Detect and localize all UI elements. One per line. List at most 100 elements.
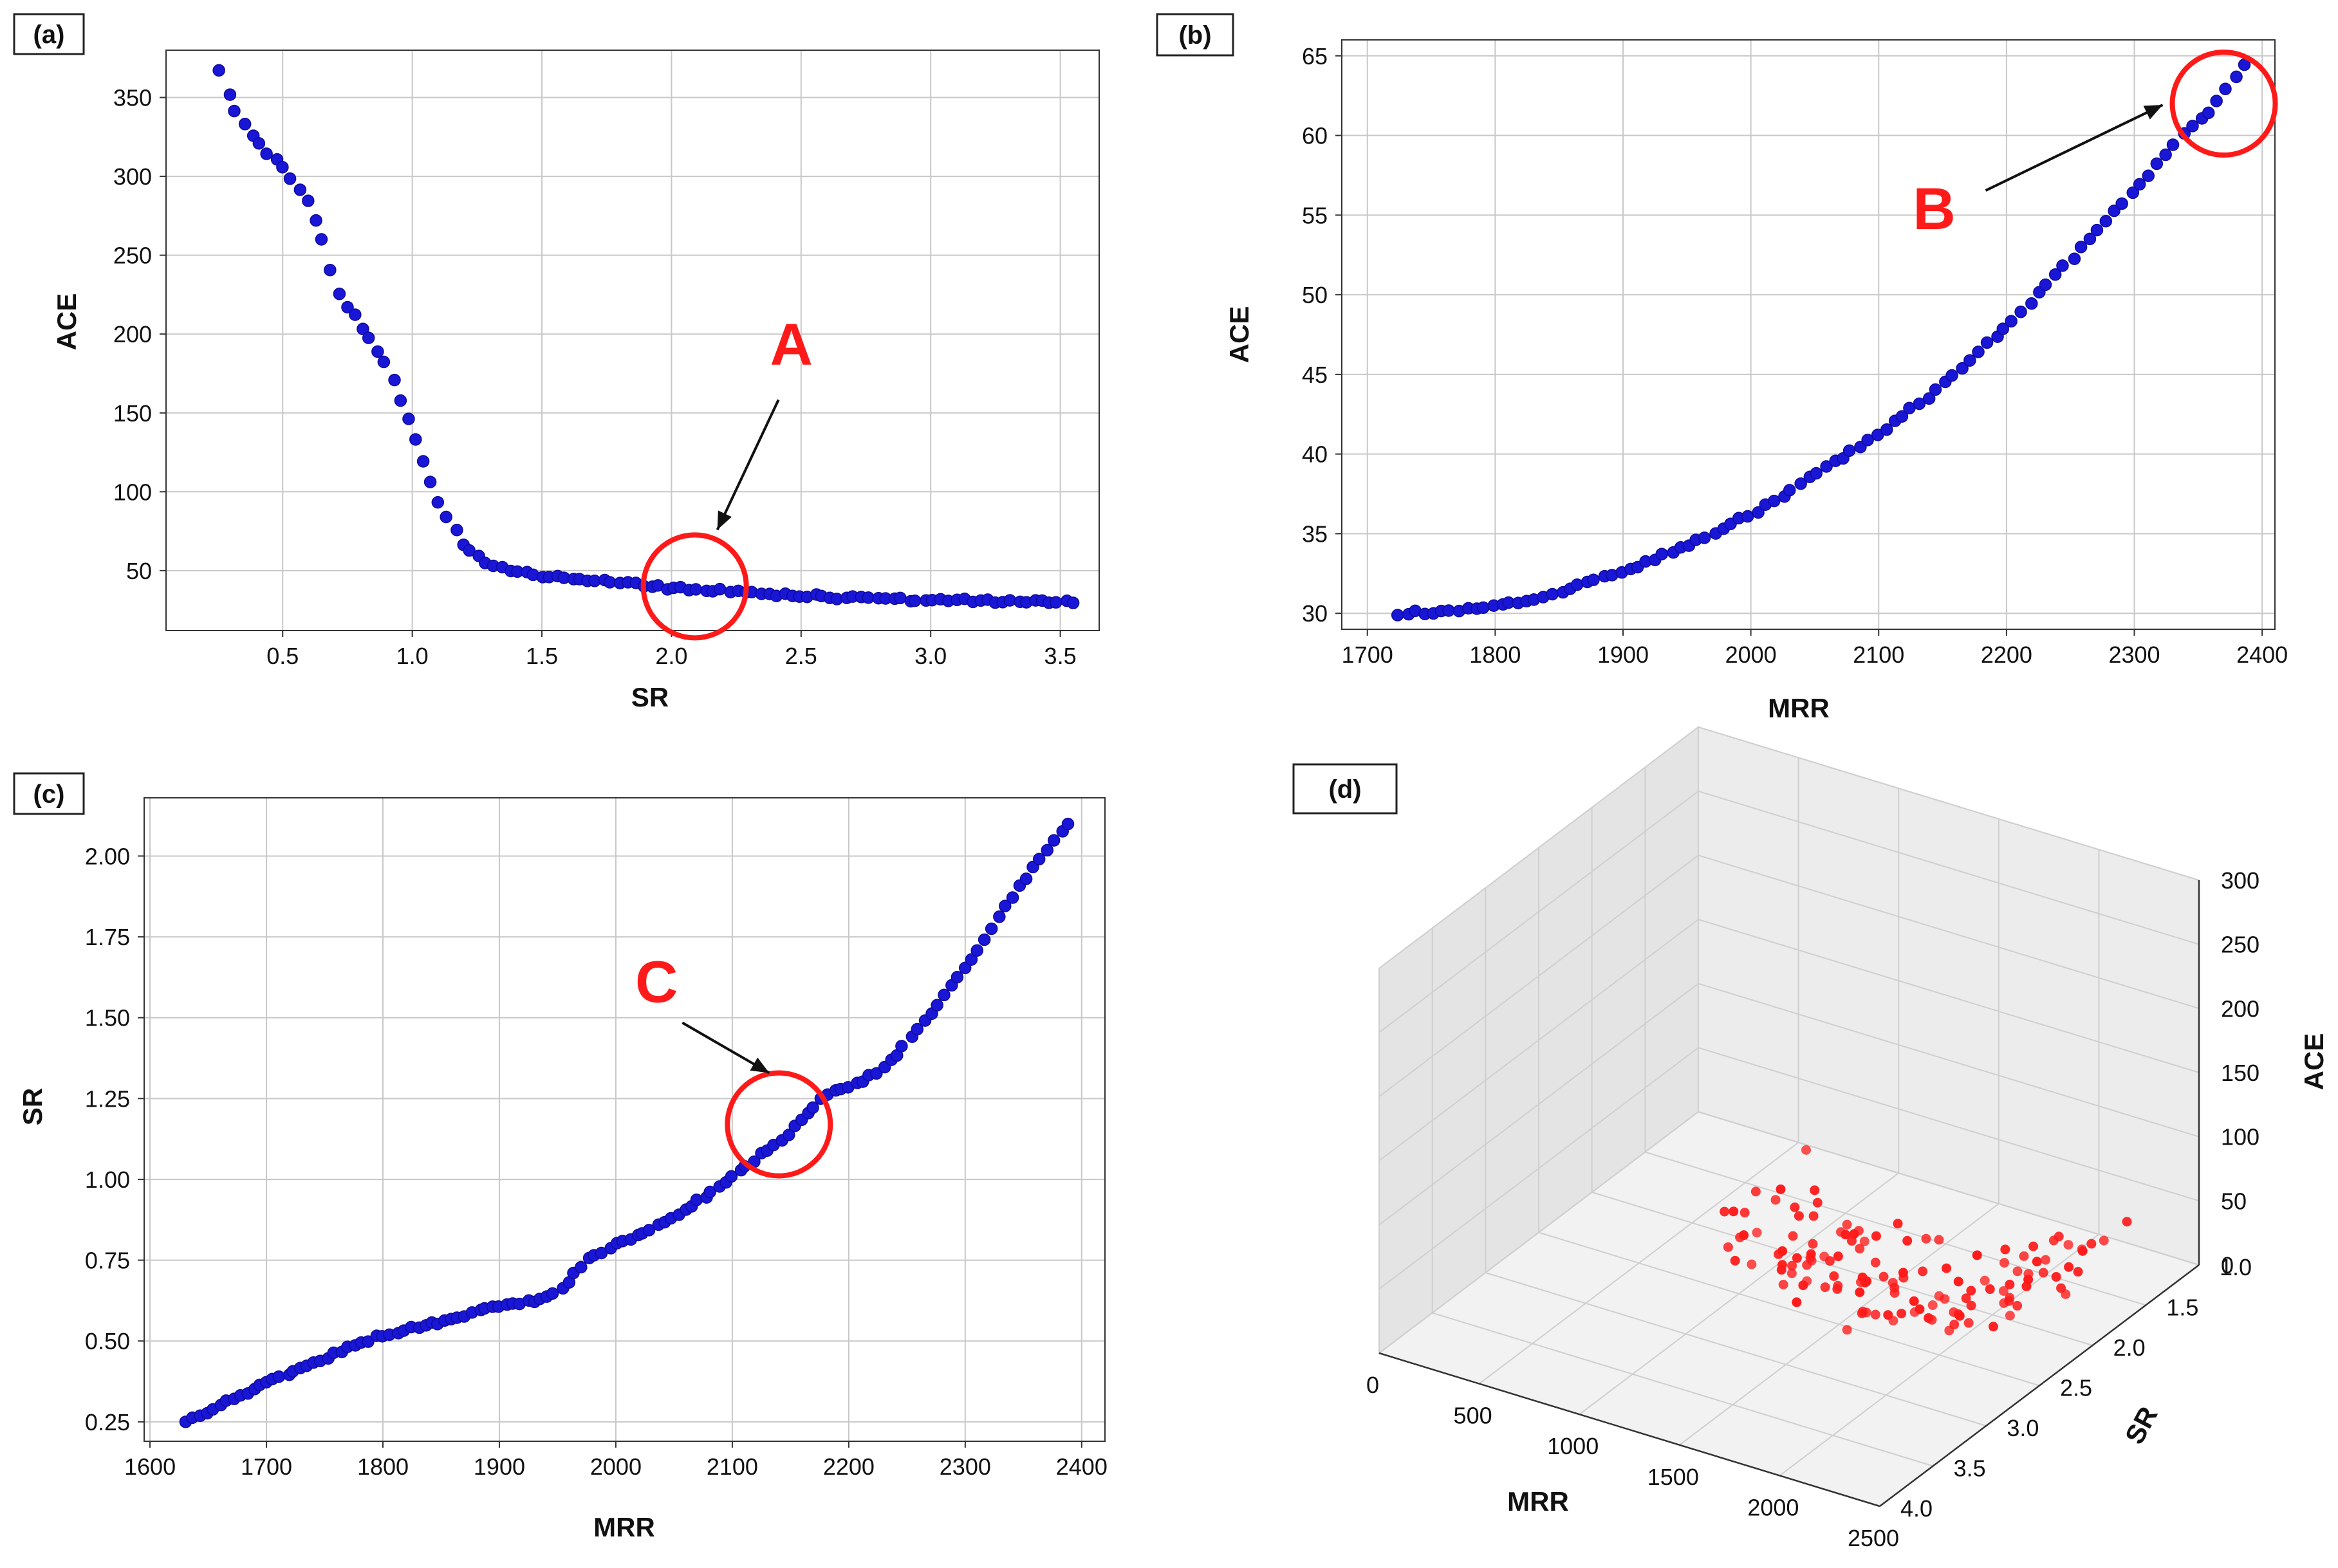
data-point xyxy=(2073,1267,2083,1277)
data-point xyxy=(1913,397,1926,410)
y-axis-line xyxy=(1879,1264,2200,1507)
y-tick-label: 350 xyxy=(113,85,152,111)
panel-label-b: (b) xyxy=(1178,21,1211,50)
annotation-label: A xyxy=(770,311,812,377)
annotation-circle xyxy=(725,1070,833,1179)
data-point xyxy=(703,1185,716,1199)
data-point xyxy=(1897,1308,1907,1318)
x-tick-label: 1000 xyxy=(1547,1433,1599,1459)
x-tick-label: 2100 xyxy=(707,1453,758,1480)
data-point xyxy=(978,933,991,946)
x-tick-label: 2400 xyxy=(2236,641,2288,668)
data-point xyxy=(1787,1260,1797,1271)
data-point xyxy=(1880,423,1893,436)
y-tick-label: 250 xyxy=(113,243,152,269)
data-point xyxy=(1883,1310,1893,1320)
data-point xyxy=(1794,477,1807,490)
data-point xyxy=(1929,383,1942,396)
data-point xyxy=(2133,178,2146,191)
z-tick-label: 0 xyxy=(2221,1252,2234,1278)
data-point xyxy=(1570,578,1584,591)
annotation-label: B xyxy=(1913,176,1955,242)
x-tick-label: 1800 xyxy=(357,1453,409,1480)
annotation-arrow-head xyxy=(717,510,732,530)
data-point xyxy=(1730,1255,1740,1266)
y-tick-label: 50 xyxy=(1302,282,1328,308)
data-point xyxy=(1066,596,1080,609)
annotation-arrow-line xyxy=(1985,104,2164,192)
data-point xyxy=(1918,1266,1928,1277)
data-point xyxy=(362,331,375,344)
data-point xyxy=(1956,362,1969,375)
data-point xyxy=(1720,1206,1730,1217)
back-gridline xyxy=(1698,726,2200,881)
data-point xyxy=(2086,1239,2097,1249)
data-point xyxy=(1729,1206,1739,1217)
data-point xyxy=(1980,1275,1990,1286)
data-point xyxy=(1801,1145,1812,1155)
data-point xyxy=(938,988,951,1002)
x-tick-label: 2000 xyxy=(1725,641,1777,668)
back-gridline xyxy=(1698,919,2200,1073)
data-point xyxy=(2054,1231,2064,1242)
data-point xyxy=(908,595,922,607)
x-tick-label: 1.5 xyxy=(526,643,558,669)
data-point xyxy=(252,137,266,150)
data-point xyxy=(2099,1235,2109,1246)
y-tick-label: 0.25 xyxy=(85,1409,130,1435)
data-point xyxy=(1999,1258,2009,1268)
x-tick-label: 2400 xyxy=(1056,1453,1108,1480)
data-point xyxy=(782,1129,795,1141)
x-tick-label: 500 xyxy=(1454,1403,1492,1429)
annotation-arrow-head xyxy=(2143,105,2163,120)
x-tick-label: 1700 xyxy=(1342,641,1393,668)
y-tick-label: 45 xyxy=(1302,362,1328,388)
data-point xyxy=(1953,1277,1963,1287)
data-point xyxy=(2025,297,2038,310)
data-point xyxy=(1833,1251,1843,1262)
data-point xyxy=(1934,1291,1944,1301)
panel-label-d-box xyxy=(1292,763,1398,815)
data-point xyxy=(1783,484,1796,497)
side-gridline xyxy=(1378,919,1699,1161)
data-point xyxy=(1477,601,1490,614)
data-point xyxy=(1741,510,1754,523)
data-point xyxy=(1855,1244,1865,1254)
y-tick-label: 4.0 xyxy=(1900,1495,1933,1522)
data-point xyxy=(416,455,430,468)
z-axis-label: ACE xyxy=(2299,1033,2329,1091)
data-point xyxy=(1774,1249,1784,1259)
y-tick-label: 3.0 xyxy=(2007,1415,2039,1441)
data-point xyxy=(377,355,391,369)
data-point xyxy=(1842,444,1856,457)
data-point xyxy=(1752,506,1765,519)
side-gridline xyxy=(1378,1111,1699,1354)
data-point xyxy=(2063,1240,2074,1250)
data-point xyxy=(310,214,322,227)
data-point xyxy=(2019,1251,2029,1261)
data-point xyxy=(1808,1239,1818,1249)
data-point xyxy=(1966,1286,1976,1296)
data-point xyxy=(1895,410,1909,423)
back-gridline xyxy=(1698,1047,2200,1202)
data-point xyxy=(958,961,972,975)
data-point xyxy=(575,1260,588,1274)
data-point xyxy=(371,345,384,358)
data-point xyxy=(402,412,415,425)
data-point xyxy=(2032,1257,2042,1267)
data-point xyxy=(1747,1259,1757,1269)
y-tick-label: 3.5 xyxy=(1954,1455,1986,1482)
y-tick-label: 100 xyxy=(113,479,152,505)
data-point xyxy=(1770,1195,1781,1205)
side-gridline xyxy=(1378,726,1699,969)
chart-a: 0.5 1.0 1.5 2.0 2.5 3.0 3.5 50 100 150 200 250 300 35… xyxy=(51,50,1100,712)
data-point xyxy=(394,394,407,407)
panel-label-c-box xyxy=(13,772,85,815)
data-point xyxy=(2048,268,2062,281)
data-point xyxy=(341,300,354,314)
y-tick-label: 0.75 xyxy=(85,1248,130,1274)
data-point xyxy=(324,263,337,277)
y-tick-label: 60 xyxy=(1302,123,1328,149)
data-point xyxy=(463,544,476,557)
data-point xyxy=(1750,1186,1761,1197)
